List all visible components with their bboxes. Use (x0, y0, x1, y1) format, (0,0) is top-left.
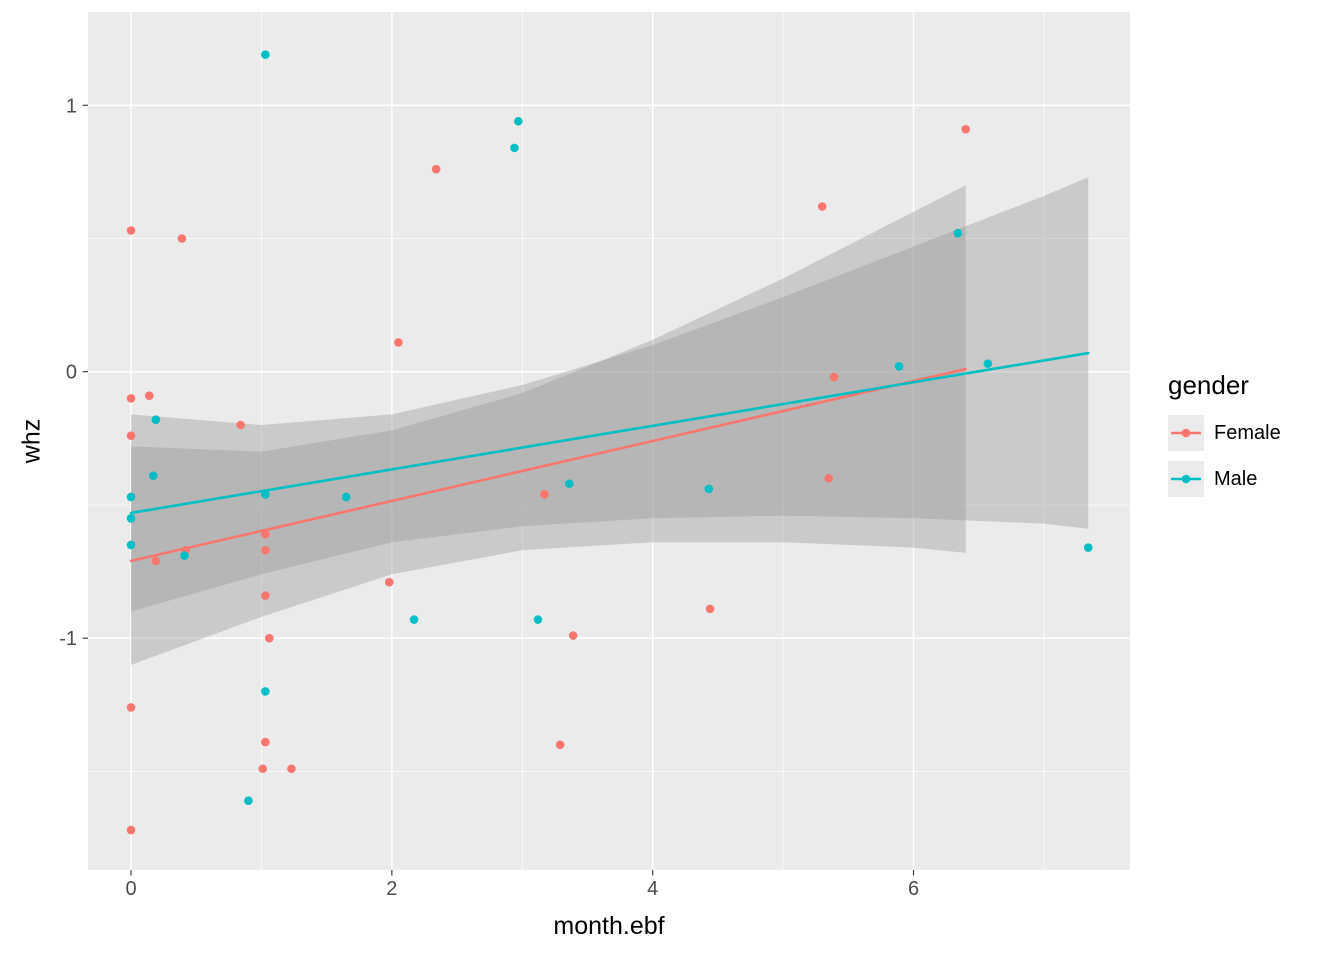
data-point-female (394, 338, 403, 347)
data-point-female (261, 591, 270, 600)
data-point-male (409, 615, 419, 624)
data-point-male (514, 116, 523, 126)
data-point-female (961, 124, 970, 134)
data-point-female (126, 431, 136, 440)
data-point-female (555, 740, 565, 750)
data-point-male (564, 479, 574, 488)
data-point-male (341, 492, 351, 502)
data-point-female (264, 633, 274, 643)
data-point-male (704, 484, 714, 494)
legend-key-glyph (1168, 415, 1204, 451)
x-tick-label: 2 (386, 878, 397, 900)
data-point-female (384, 577, 394, 587)
y-tick-label: 1 (66, 95, 77, 117)
y-tick-label: -1 (59, 628, 77, 650)
data-point-female (177, 234, 187, 243)
x-tick-label: 6 (908, 878, 919, 900)
regression-lines (129, 351, 1090, 563)
data-point-female (236, 420, 245, 430)
data-point-female (261, 737, 270, 747)
legend-title: gender (1168, 370, 1249, 400)
data-point-male (261, 489, 270, 499)
data-point-female (829, 372, 839, 382)
x-tick-label: 0 (125, 878, 136, 900)
x-tick-label: 4 (647, 878, 658, 900)
data-point-female (431, 164, 441, 174)
data-point-male (180, 551, 189, 560)
data-point-male (151, 415, 161, 424)
legend-key-glyph (1168, 461, 1204, 497)
data-point-female (261, 529, 270, 539)
legend-key-female-icon (1168, 415, 1204, 451)
confidence-band-male (131, 177, 1089, 612)
data-point-female (151, 556, 161, 566)
legend-label-female: Female (1214, 421, 1281, 444)
data-point-male (261, 687, 270, 696)
y-axis-title: whz (17, 418, 46, 464)
legend-entry-female: Female (1168, 415, 1338, 451)
data-point-male (126, 540, 136, 550)
data-point-female (540, 489, 549, 499)
data-point-female (705, 604, 715, 614)
axis-ticks (82, 104, 915, 876)
legend-label-male: Male (1214, 467, 1258, 490)
data-point-male (244, 796, 253, 806)
confidence-bands (131, 177, 1089, 665)
data-point-male (126, 492, 136, 502)
data-point-female (144, 391, 154, 401)
y-tick-label: 0 (66, 362, 77, 384)
regression-line-female (129, 367, 967, 563)
data-point-male (126, 513, 136, 523)
data-point-female (817, 202, 827, 211)
confidence-band-female (131, 185, 966, 665)
data-point-female (287, 764, 296, 774)
data-point-male (510, 143, 519, 153)
legend-entry-male: Male (1168, 461, 1338, 497)
x-axis-title: month.ebf (553, 912, 665, 940)
data-point-female (126, 226, 136, 235)
data-point-male (261, 50, 270, 59)
data-point-male (953, 228, 963, 238)
regression-line-male (129, 351, 1090, 515)
data-point-male (894, 362, 904, 371)
legend: gender Female Male (1168, 370, 1338, 507)
data-point-female (126, 825, 136, 835)
tick-labels: 0 2 4 6 -1 0 1 (59, 95, 919, 900)
scatter-points (126, 50, 1093, 835)
data-point-female (261, 545, 270, 555)
data-point-male (533, 615, 543, 624)
data-point-female (824, 474, 834, 483)
legend-key-male-icon (1168, 461, 1204, 497)
data-point-male (983, 359, 993, 369)
data-point-male (148, 471, 158, 480)
data-point-female (126, 703, 136, 712)
data-point-female (568, 631, 578, 640)
data-point-female (258, 764, 268, 774)
data-point-male (1083, 543, 1093, 552)
data-point-female (126, 394, 136, 403)
